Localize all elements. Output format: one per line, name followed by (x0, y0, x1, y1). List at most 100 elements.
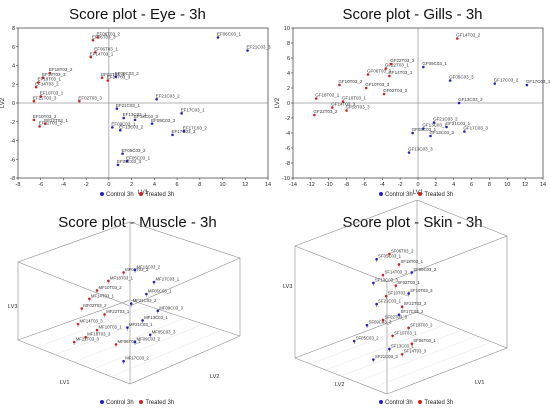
point-label: SF18T03_2 (410, 322, 433, 327)
point-label: EF06T03_3 (92, 34, 116, 39)
x-tick-label: 6 (176, 182, 179, 188)
floor-grid-line (340, 329, 463, 377)
plot-3d-box (294, 199, 508, 395)
point-label: MF09C03_2 (137, 337, 161, 342)
treated-point (364, 86, 368, 90)
x-tick-label: -14 (289, 182, 297, 188)
point-label: GF10T03_3 (365, 82, 390, 87)
treated-point (32, 99, 36, 103)
control-point (126, 326, 129, 329)
point-label: GF21C03_2 (433, 117, 458, 122)
point-label: SF02T03_1 (397, 280, 420, 285)
treated-point (95, 328, 99, 332)
control-point (365, 323, 369, 327)
y-tick-label: 4 (12, 64, 15, 70)
box-edge (416, 199, 508, 237)
floor-grid-line (310, 317, 433, 365)
gills-plot-title: Score plot - Gills - 3h (342, 6, 483, 23)
x-tick-label: -2 (84, 182, 89, 188)
x-tick-label: 8 (198, 182, 201, 188)
point-label: SF18T03_1 (401, 259, 424, 264)
x-tick-label: 12 (522, 182, 528, 188)
point-label: GF14T03_2 (456, 33, 481, 38)
point-label: MF09C03_3 (159, 305, 183, 310)
point-label: EF13C03_2 (119, 124, 144, 129)
treated-point (388, 74, 391, 78)
x-tick-label: 14 (540, 182, 546, 188)
control-point (216, 36, 220, 39)
treated-legend-marker (418, 400, 423, 405)
x-tick-label: 8 (488, 182, 491, 188)
point-label: EF13C03_1 (123, 112, 148, 117)
control-point (115, 107, 119, 110)
point-label: GF13C03_2 (458, 97, 483, 102)
eye-score-plot: Score plot - Eye - 3h -8 -6 -4 -2 0 2 4 6 8 10 12 1… (0, 0, 275, 208)
point-label: EF06T03_1 (94, 47, 118, 52)
treated-point (91, 38, 95, 42)
treated-point (84, 335, 87, 339)
point-label: MF05C03_3 (152, 329, 176, 334)
x-tick-label: 4 (153, 182, 156, 188)
treated-point (72, 340, 76, 344)
control-legend-marker (100, 400, 104, 405)
treated-point (100, 76, 104, 79)
treated-point (76, 322, 80, 326)
y-tick-label: -10 (282, 176, 290, 182)
box-edge (129, 221, 241, 259)
point-label: GF18T03_3 (346, 105, 371, 110)
box-edge (129, 335, 241, 385)
legend-treated-label: Treated 3h (145, 192, 175, 198)
treated-point (48, 71, 52, 75)
control-point (180, 112, 183, 115)
control-point (141, 319, 144, 322)
y-tick-label: -2 (285, 116, 290, 122)
control-point (388, 347, 391, 351)
point-label: SF05C03_2 (356, 336, 380, 341)
x-tick-label: 10 (219, 182, 225, 188)
point-label: GF18T03_1 (315, 93, 340, 98)
treated-point (389, 62, 393, 66)
control-point (463, 130, 466, 133)
point-label: MF13C03_2 (137, 265, 161, 270)
y-axis-label: LV1 (475, 380, 484, 386)
y-tick-label: -6 (10, 157, 15, 163)
point-label: MF05C03_1 (148, 289, 172, 294)
x-tick-label: -12 (307, 182, 315, 188)
x-tick-label: 4 (452, 182, 455, 188)
point-label: EF06C03_1 (217, 32, 242, 37)
control-point (148, 333, 152, 337)
treated-point (93, 51, 97, 54)
control-point (375, 302, 378, 306)
y-tick-label: 8 (287, 41, 290, 47)
floor-grid-line (325, 323, 448, 371)
point-label: GF02T03_3 (383, 88, 408, 93)
point-label: GF13C03_1 (422, 123, 447, 128)
point-label: GF21C03_1 (446, 121, 471, 126)
treated-point (400, 305, 404, 309)
point-label: GF14T03_3 (331, 102, 356, 107)
floor-grid-line (36, 305, 149, 348)
box-edge (386, 235, 508, 283)
z-axis-label: LV3 (283, 284, 292, 290)
point-label: GF13C03_3 (430, 130, 455, 135)
y-tick-label: -4 (10, 139, 15, 145)
skin-score-plot: Score plot - Skin - 3h LV2 LV1 LV3 SF06T03_… (275, 199, 550, 416)
control-point (411, 131, 414, 135)
point-label: MF17C03_1 (156, 277, 180, 282)
gills-chart-svg: -14 -12 -10 -8 -6 -4 -2 0 2 4 6 8 10 12 14 -10 -8 -6 -4 -2 0… (275, 26, 550, 196)
treated-point (388, 252, 391, 256)
point-label: SF10T03_3 (410, 288, 433, 293)
treated-point (381, 273, 385, 277)
treated-point (38, 125, 41, 128)
control-point (246, 49, 249, 52)
control-point (116, 163, 120, 167)
control-point (525, 83, 529, 87)
x-tick-label: -4 (61, 182, 66, 188)
control-point (182, 129, 186, 133)
x-tick-label: 0 (416, 182, 419, 188)
point-label: SF09C03_3 (369, 320, 393, 325)
box-edge (294, 245, 388, 283)
point-label: MF17C03_2 (125, 356, 149, 361)
treated-point (34, 85, 38, 89)
point-label: GF13C03_3 (408, 147, 433, 152)
